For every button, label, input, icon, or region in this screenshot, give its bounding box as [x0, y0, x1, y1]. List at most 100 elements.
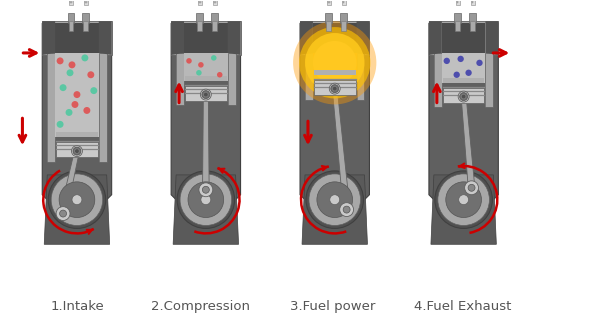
Polygon shape: [202, 95, 209, 190]
Bar: [325, 13, 332, 23]
Bar: [213, 0, 216, 5]
Circle shape: [217, 72, 223, 78]
Bar: [434, 53, 442, 108]
Bar: [313, 23, 356, 53]
Bar: [185, 86, 227, 100]
Circle shape: [306, 171, 364, 229]
Circle shape: [74, 91, 80, 98]
Bar: [47, 53, 50, 162]
Bar: [230, 53, 233, 106]
Circle shape: [180, 174, 232, 226]
Bar: [233, 53, 235, 106]
Circle shape: [203, 92, 209, 97]
Circle shape: [83, 107, 91, 114]
Circle shape: [461, 94, 466, 99]
Bar: [341, 21, 346, 31]
Bar: [67, 13, 74, 23]
Circle shape: [66, 109, 72, 116]
Bar: [198, 0, 202, 5]
Circle shape: [458, 91, 469, 102]
Circle shape: [438, 174, 489, 226]
Circle shape: [75, 149, 79, 153]
Circle shape: [461, 95, 466, 98]
Bar: [443, 88, 485, 102]
Circle shape: [476, 60, 483, 66]
Circle shape: [201, 195, 211, 205]
Circle shape: [66, 69, 74, 76]
Bar: [485, 53, 493, 108]
Bar: [181, 53, 184, 106]
Circle shape: [309, 174, 361, 226]
Polygon shape: [300, 21, 370, 55]
Polygon shape: [60, 151, 80, 214]
Bar: [457, 0, 458, 3]
Polygon shape: [42, 23, 112, 239]
Circle shape: [57, 121, 64, 128]
Circle shape: [72, 101, 78, 108]
Bar: [308, 53, 310, 99]
Bar: [328, 0, 330, 3]
Bar: [227, 53, 230, 106]
Bar: [50, 53, 52, 162]
Circle shape: [196, 70, 202, 76]
Bar: [485, 53, 488, 108]
Circle shape: [457, 56, 464, 62]
Polygon shape: [332, 88, 350, 210]
Bar: [442, 23, 485, 53]
Bar: [471, 0, 474, 5]
Circle shape: [458, 195, 469, 205]
Bar: [434, 53, 437, 108]
Bar: [179, 53, 181, 106]
Circle shape: [465, 70, 472, 76]
Bar: [83, 21, 88, 31]
Bar: [356, 53, 364, 99]
Bar: [56, 132, 98, 137]
Bar: [70, 0, 72, 3]
Circle shape: [91, 87, 97, 94]
Circle shape: [188, 182, 224, 217]
Polygon shape: [42, 21, 55, 55]
Bar: [456, 0, 460, 5]
Polygon shape: [98, 21, 112, 55]
Bar: [470, 21, 475, 31]
Bar: [47, 53, 55, 162]
Bar: [198, 21, 202, 31]
Circle shape: [198, 62, 204, 67]
Polygon shape: [431, 175, 496, 244]
Bar: [443, 78, 485, 83]
Bar: [176, 53, 179, 106]
Circle shape: [211, 55, 216, 61]
Circle shape: [299, 27, 370, 98]
Circle shape: [343, 206, 350, 213]
Bar: [326, 21, 331, 31]
Circle shape: [202, 186, 209, 193]
Circle shape: [60, 210, 66, 217]
Bar: [55, 53, 98, 137]
Circle shape: [293, 21, 376, 104]
Bar: [362, 53, 364, 99]
Bar: [85, 0, 87, 3]
Circle shape: [444, 58, 450, 64]
Bar: [184, 53, 227, 81]
Bar: [104, 53, 106, 162]
Circle shape: [332, 86, 337, 91]
Circle shape: [313, 41, 356, 84]
Polygon shape: [171, 21, 241, 55]
Polygon shape: [461, 96, 475, 188]
Bar: [196, 13, 203, 23]
Polygon shape: [429, 21, 499, 55]
Circle shape: [88, 71, 94, 78]
Bar: [454, 13, 461, 23]
Bar: [340, 13, 347, 23]
Bar: [455, 21, 460, 31]
Circle shape: [333, 87, 337, 91]
Bar: [212, 21, 217, 31]
Bar: [488, 53, 491, 108]
Circle shape: [186, 58, 192, 64]
Circle shape: [72, 195, 82, 205]
Polygon shape: [171, 23, 241, 239]
Polygon shape: [356, 21, 370, 55]
Circle shape: [460, 93, 468, 100]
Bar: [356, 53, 359, 99]
Text: 2.Compression: 2.Compression: [151, 300, 250, 313]
